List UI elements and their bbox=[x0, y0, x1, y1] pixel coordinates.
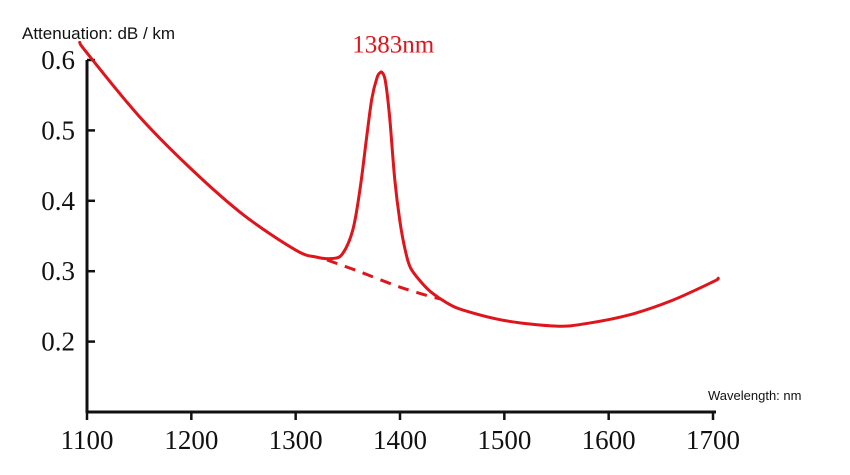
x-tick-label: 1200 bbox=[164, 425, 218, 455]
x-tick-label: 1500 bbox=[477, 425, 531, 455]
baseline-dashed-line bbox=[326, 258, 443, 301]
y-axis-label: Attenuation: dB / km bbox=[22, 24, 175, 43]
annotation-layer: 1383nm bbox=[352, 31, 435, 58]
x-tick-label: 1300 bbox=[269, 425, 323, 455]
y-tick-label: 0.6 bbox=[41, 45, 75, 75]
x-axis-label: Wavelength: nm bbox=[708, 388, 801, 403]
x-tick-label: 1400 bbox=[373, 425, 427, 455]
x-tick-label: 1100 bbox=[61, 425, 114, 455]
y-tick-label: 0.5 bbox=[41, 115, 75, 145]
series-layer bbox=[78, 40, 720, 328]
y-axis-ticks: 0.2 0.3 0.4 0.5 0.6 bbox=[41, 45, 95, 357]
x-tick-label: 1700 bbox=[686, 425, 740, 455]
y-tick-label: 0.4 bbox=[41, 186, 75, 216]
x-tick-label: 1600 bbox=[582, 425, 636, 455]
y-tick-label: 0.2 bbox=[41, 327, 75, 357]
x-axis-ticks: 1100 1200 1300 1400 1500 1600 1700 bbox=[61, 412, 740, 455]
attenuation-line bbox=[78, 40, 720, 328]
peak-annotation: 1383nm bbox=[352, 31, 435, 58]
y-tick-label: 0.3 bbox=[41, 256, 75, 286]
